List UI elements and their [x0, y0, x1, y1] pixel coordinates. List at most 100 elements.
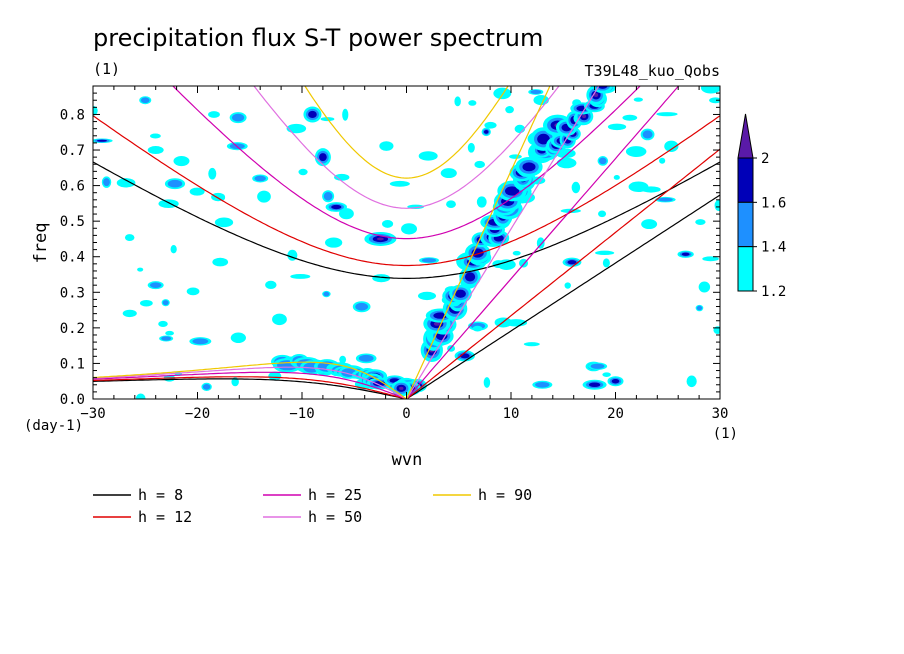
curve-ig-h8	[93, 161, 720, 279]
noise-contour	[695, 219, 706, 225]
noise-contour	[602, 258, 610, 268]
curve-kelvin-h12	[406, 148, 720, 399]
noise-contour	[509, 154, 522, 159]
noise-contour	[602, 372, 611, 377]
curve-rossby-h12	[93, 376, 407, 399]
noise-contour	[622, 114, 638, 121]
noise-contour	[656, 112, 678, 117]
colorbar-segment	[737, 201, 754, 248]
legend-label: h = 25	[308, 486, 362, 504]
noise-contour	[625, 146, 647, 157]
noise-contour-l2	[103, 178, 110, 187]
noise-contour	[709, 97, 720, 104]
noise-contour	[265, 280, 277, 290]
plot-frame	[92, 85, 721, 400]
curve-rossby-h8	[93, 378, 407, 399]
spectrum-contours	[93, 86, 720, 399]
noise-contour-l2	[599, 157, 607, 165]
y-tick-label: 0.1	[60, 356, 85, 372]
x-tick-label: −10	[289, 406, 314, 422]
noise-contour	[372, 274, 391, 283]
noise-contour-l2	[658, 197, 673, 202]
y-tick-label: 0.4	[60, 250, 85, 266]
curve-kelvin-h25	[406, 86, 680, 399]
noise-contour	[417, 291, 437, 301]
noise-contour	[714, 199, 720, 212]
noise-contour	[686, 375, 697, 388]
noise-contour	[389, 180, 410, 187]
noise-contour	[641, 186, 661, 193]
noise-contour	[93, 105, 98, 116]
noise-contour-l2	[696, 305, 703, 311]
noise-contour	[664, 140, 679, 152]
colorbar: 2 1.6 1.4 1.2	[737, 113, 786, 300]
noise-contour	[512, 250, 521, 256]
westward-band-contour-l3	[319, 153, 327, 162]
noise-contour	[401, 223, 418, 235]
noise-contour	[474, 160, 486, 169]
x-tick-label: 0	[402, 406, 410, 422]
noise-contour	[290, 274, 311, 279]
noise-contour	[139, 299, 153, 307]
noise-contour-l2	[530, 89, 542, 94]
noise-contour	[286, 123, 307, 134]
noise-contour-l3	[96, 139, 108, 142]
noise-contour	[208, 167, 217, 180]
scatter-contour	[147, 146, 164, 155]
noise-contour	[607, 123, 627, 131]
noise-contour	[287, 249, 298, 261]
kelvin-contour-l3	[522, 162, 536, 172]
noise-contour	[484, 121, 497, 129]
noise-contour	[122, 309, 137, 318]
noise-contour-l2	[358, 354, 374, 362]
curve-ig-h25	[172, 86, 641, 240]
colorbar-segment	[737, 157, 754, 203]
colorbar-label: 2	[761, 151, 769, 167]
curve-kelvin-h8	[406, 194, 720, 399]
noise-contour	[700, 86, 720, 94]
noise-contour	[702, 256, 719, 262]
x-unit-label: (1)	[713, 426, 738, 442]
y-unit-label: (day-1)	[24, 418, 83, 434]
curve-rossby-h90	[93, 361, 407, 399]
noise-contour	[342, 108, 349, 121]
noise-contour	[135, 393, 146, 399]
dispersion-curves	[93, 86, 720, 399]
noise-contour	[556, 157, 577, 169]
noise-contour	[594, 250, 615, 256]
noise-contour-l3	[567, 260, 577, 265]
noise-contour	[598, 210, 607, 218]
noise-contour	[533, 94, 549, 106]
noise-contour	[230, 332, 246, 344]
noise-contour	[493, 87, 512, 100]
legend-label: h = 8	[138, 486, 183, 504]
scatter-contour-l2	[535, 381, 550, 388]
noise-contour	[186, 287, 200, 296]
y-tick-label: 0.8	[60, 107, 85, 123]
axis-ticks: −30 −20 −10 0 10 20 30 0.0 0.1 0.2 0.3 0.4 0.5 0.6 0.7…	[60, 86, 728, 422]
noise-contour	[298, 168, 308, 176]
scatter-contour-l3	[611, 378, 620, 384]
y-tick-label: 0.3	[60, 285, 85, 301]
noise-contour	[698, 281, 711, 293]
noise-contour	[124, 234, 135, 241]
noise-contour	[659, 157, 666, 164]
legend-label: h = 90	[478, 486, 532, 504]
noise-contour	[257, 190, 271, 203]
chart-title: precipitation flux S-T power spectrum	[93, 24, 543, 52]
noise-contour	[633, 97, 643, 102]
noise-contour-l2	[590, 363, 605, 369]
noise-contour-l2	[421, 258, 437, 263]
legend-label: h = 12	[138, 508, 192, 526]
x-tick-label: 10	[503, 406, 520, 422]
kelvin-contour-l4	[433, 321, 440, 326]
noise-contour	[418, 151, 438, 161]
noise-contour	[137, 267, 144, 272]
x-tick-label: −30	[80, 406, 105, 422]
y-tick-label: 0.7	[60, 143, 85, 159]
noise-contour	[472, 325, 483, 332]
colorbar-label: 1.6	[761, 195, 786, 211]
y-tick-label: 0.5	[60, 214, 85, 230]
noise-contour	[382, 219, 394, 228]
